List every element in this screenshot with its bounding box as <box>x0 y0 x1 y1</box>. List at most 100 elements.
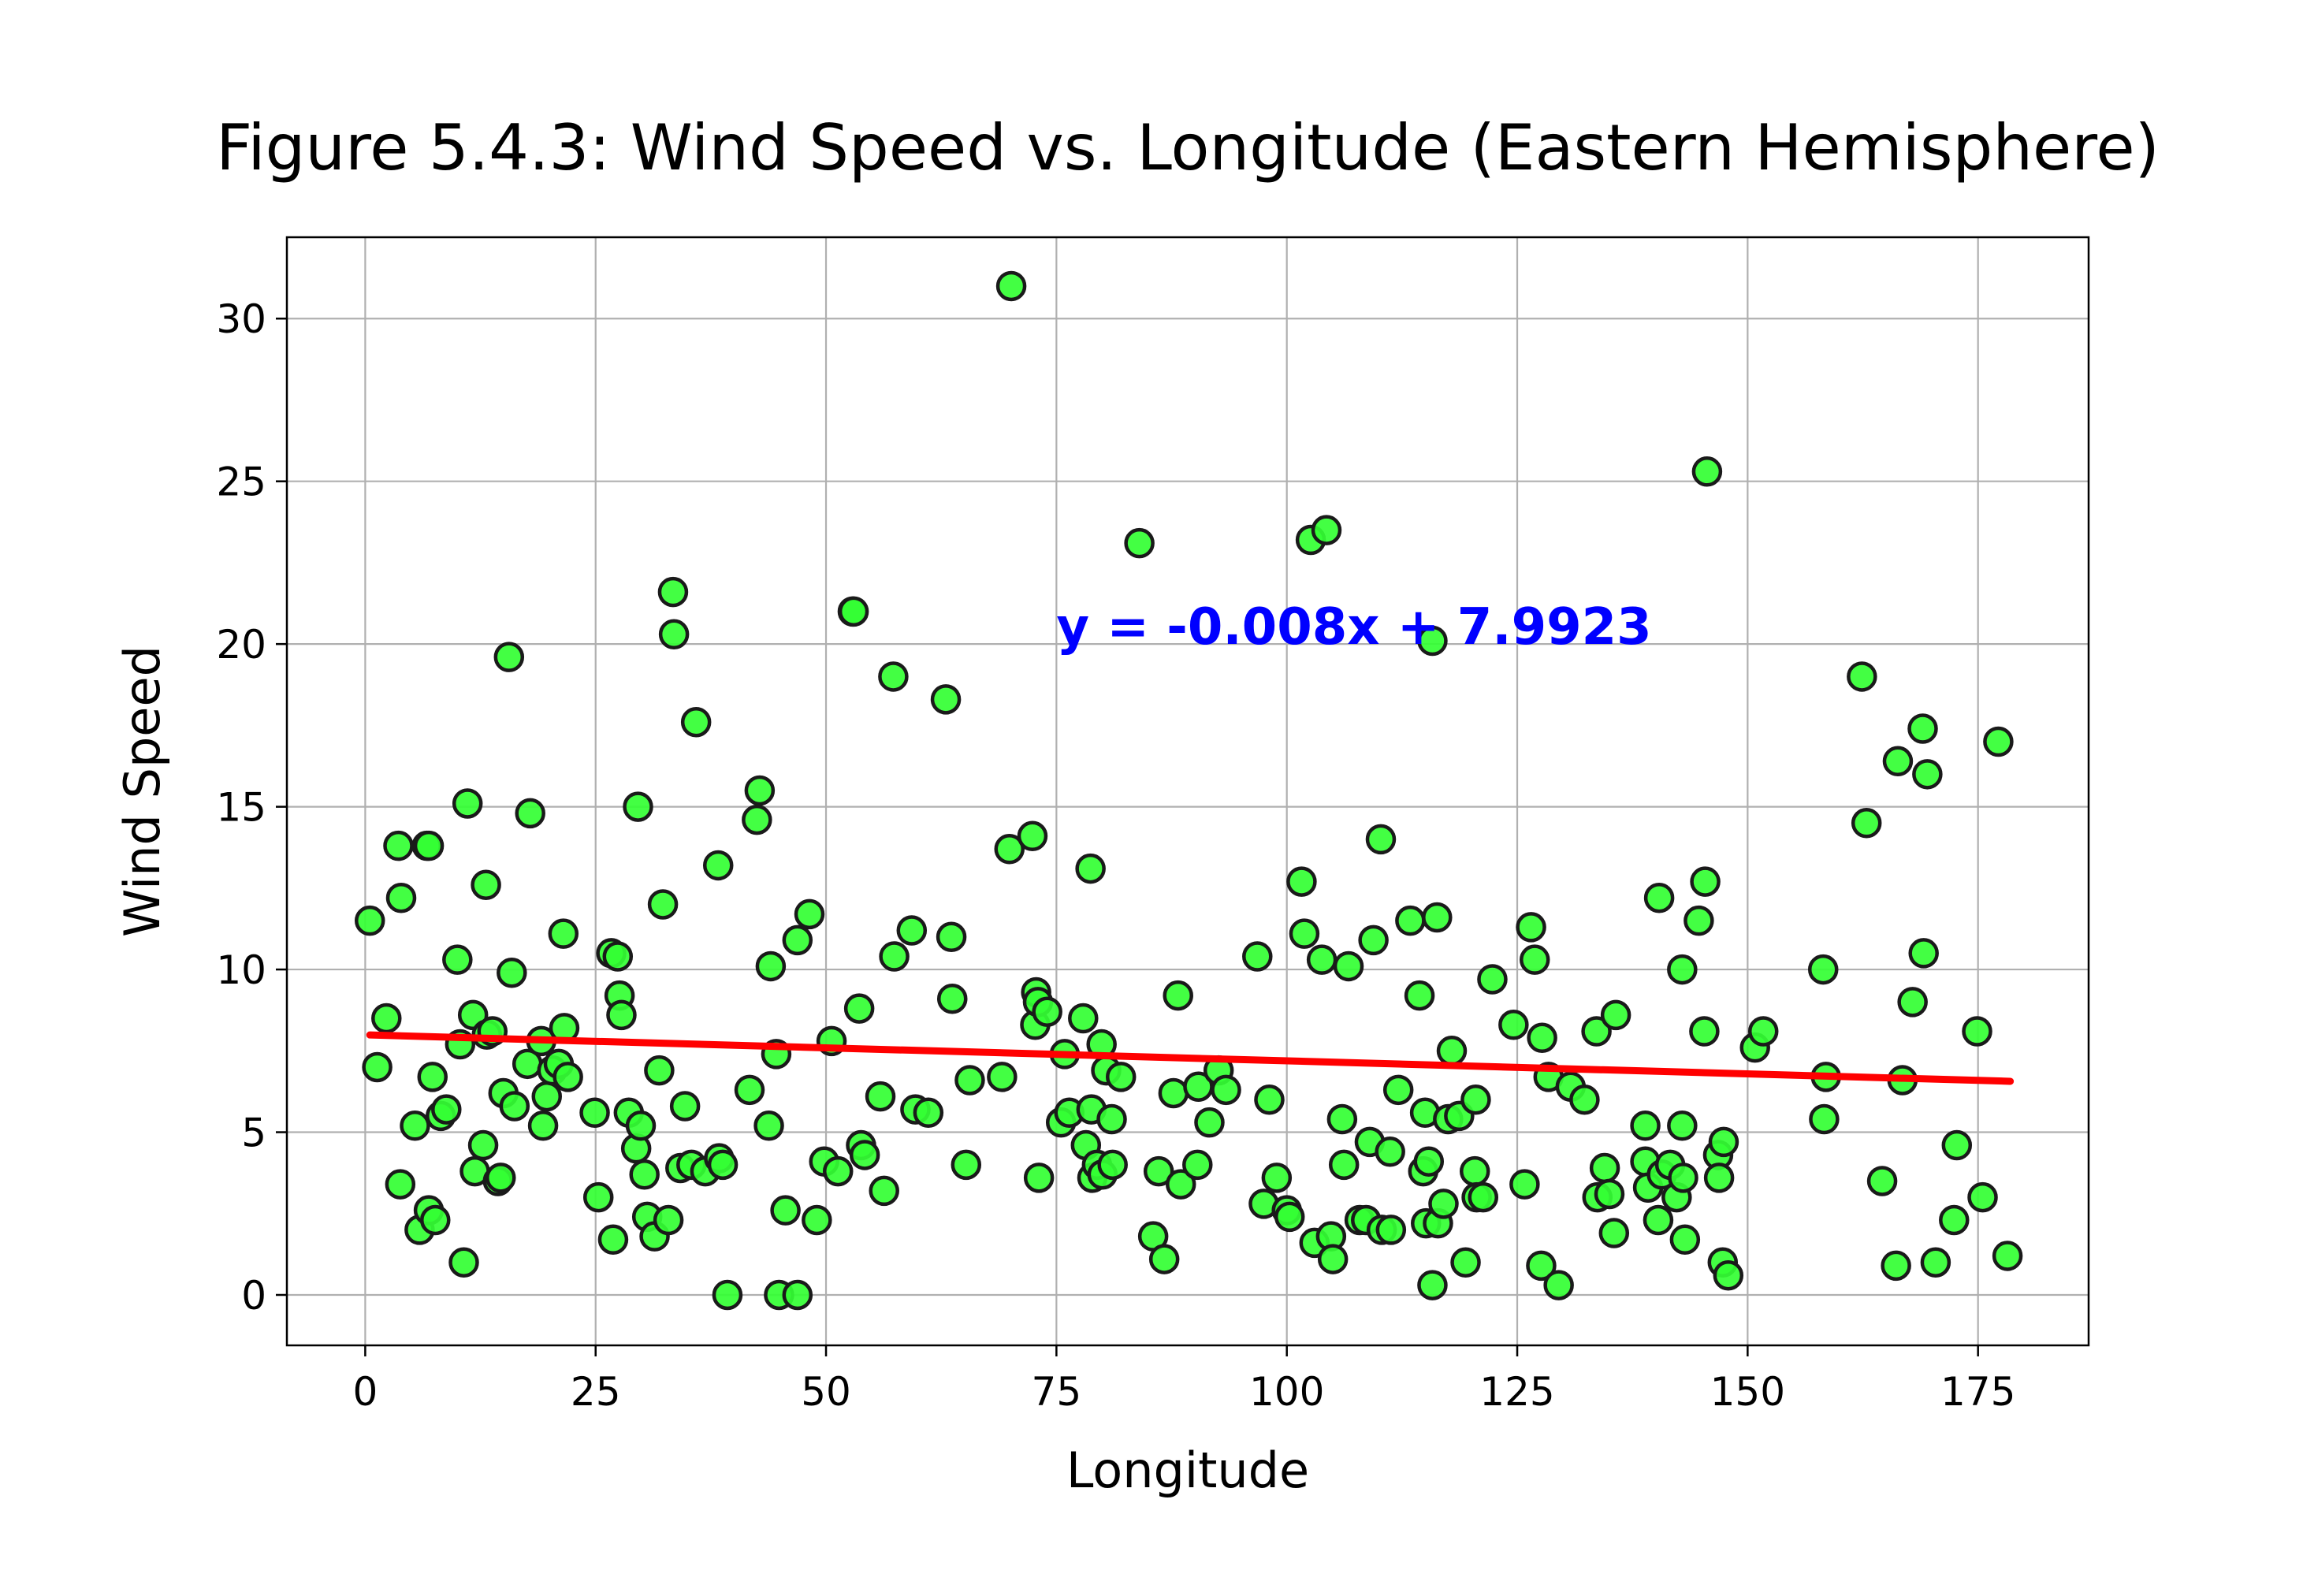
data-point <box>849 1140 880 1170</box>
scatter-points <box>354 270 2023 1311</box>
data-point <box>1581 1016 1612 1047</box>
data-point <box>647 889 679 920</box>
data-point <box>1516 912 1546 943</box>
data-point <box>954 1065 985 1096</box>
data-point <box>1594 1178 1625 1210</box>
data-point <box>1941 1129 1973 1161</box>
data-point <box>1365 824 1397 855</box>
data-point <box>657 576 689 608</box>
data-point <box>448 1247 479 1278</box>
x-tick-label: 25 <box>571 1369 621 1415</box>
x-tick-label: 50 <box>801 1369 851 1415</box>
chart-title: Figure 5.4.3: Wind Speed vs. Longitude (… <box>216 111 2160 184</box>
data-point <box>1807 954 1839 985</box>
data-point <box>753 1111 784 1141</box>
data-point <box>1163 980 1193 1011</box>
data-point <box>1274 1201 1305 1233</box>
grid <box>287 237 2089 1345</box>
data-point <box>994 834 1025 865</box>
data-point <box>669 1091 701 1122</box>
data-point <box>822 1155 854 1187</box>
x-tick-label: 75 <box>1032 1369 1082 1415</box>
data-point <box>770 1195 801 1226</box>
data-point <box>1158 1077 1189 1109</box>
data-point <box>1809 1103 1840 1135</box>
data-point <box>606 999 637 1031</box>
y-tick-label: 20 <box>216 622 266 668</box>
y-tick-label: 0 <box>241 1273 266 1319</box>
data-point <box>1165 1169 1196 1200</box>
data-point <box>707 1149 739 1181</box>
data-point <box>1143 1155 1174 1187</box>
data-point <box>1962 1016 1992 1047</box>
data-point <box>1017 820 1048 852</box>
data-point <box>1600 999 1631 1031</box>
data-point <box>582 1181 614 1213</box>
regression-layer <box>366 1031 2015 1085</box>
data-point <box>1032 996 1062 1028</box>
data-point <box>1920 1247 1951 1278</box>
data-point <box>1703 1163 1735 1193</box>
data-point <box>493 642 525 672</box>
data-point <box>417 1062 448 1092</box>
data-point <box>1375 1215 1407 1245</box>
data-point <box>623 791 653 822</box>
data-point <box>865 1081 896 1112</box>
data-point <box>1509 1169 1540 1200</box>
data-point <box>1866 1166 1898 1196</box>
data-point <box>1326 1103 1358 1135</box>
data-point <box>354 905 385 936</box>
data-point <box>1569 1084 1600 1115</box>
data-point <box>936 983 968 1014</box>
data-point <box>1075 853 1106 884</box>
y-tick-label: 15 <box>216 785 266 831</box>
data-point <box>878 661 909 692</box>
data-point <box>1395 905 1426 936</box>
data-point <box>1436 1036 1468 1066</box>
data-point <box>734 1074 765 1106</box>
data-point <box>1667 954 1698 985</box>
data-point <box>1589 1152 1620 1184</box>
data-point <box>442 944 473 975</box>
data-point <box>838 596 869 627</box>
data-point <box>1375 1137 1405 1167</box>
data-point <box>1382 1074 1414 1106</box>
data-point <box>385 1169 416 1200</box>
data-point <box>794 898 825 930</box>
regression-line <box>366 1031 2015 1085</box>
data-point <box>1908 938 1939 969</box>
data-point <box>1459 1155 1490 1187</box>
data-point <box>1096 1103 1127 1135</box>
x-tick-label: 125 <box>1479 1369 1554 1415</box>
data-point <box>742 804 772 835</box>
data-point <box>400 1111 430 1141</box>
data-point <box>1643 882 1675 913</box>
data-point <box>930 684 962 715</box>
data-point <box>658 619 690 650</box>
data-point <box>1882 746 1914 777</box>
x-tick-label: 0 <box>352 1369 378 1415</box>
data-point <box>1881 1250 1911 1282</box>
data-point <box>1907 713 1938 744</box>
data-point <box>1526 1250 1557 1282</box>
data-point <box>413 830 445 861</box>
data-point <box>1317 1244 1349 1274</box>
data-point <box>1261 1163 1293 1193</box>
data-point <box>1543 1270 1574 1300</box>
data-point <box>1254 1084 1285 1115</box>
data-point <box>843 993 875 1024</box>
data-point <box>1468 1181 1499 1213</box>
data-point <box>782 1279 813 1311</box>
data-point <box>1286 866 1317 897</box>
data-point <box>452 788 483 819</box>
data-point <box>995 270 1027 302</box>
data-point <box>1148 1244 1180 1274</box>
data-point <box>987 1062 1018 1092</box>
data-point <box>625 1111 657 1141</box>
data-point <box>431 1094 462 1125</box>
data-point <box>1939 1204 1970 1236</box>
regression-equation-label: y = -0.008x + 7.9923 <box>1056 598 1651 657</box>
y-tick-label: 5 <box>241 1111 266 1156</box>
data-point <box>936 921 967 953</box>
